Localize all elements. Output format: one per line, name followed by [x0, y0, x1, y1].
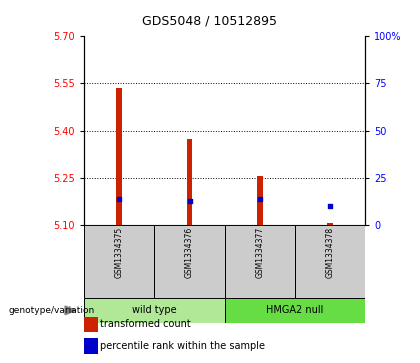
Bar: [257, 176, 262, 225]
Bar: [84, 338, 97, 354]
Text: GSM1334375: GSM1334375: [115, 227, 123, 278]
Polygon shape: [65, 306, 76, 315]
Point: [257, 196, 263, 201]
Bar: [187, 139, 192, 225]
Text: percentile rank within the sample: percentile rank within the sample: [100, 341, 265, 351]
Bar: [84, 317, 97, 332]
Text: GSM1334378: GSM1334378: [326, 227, 335, 278]
Text: HMGA2 null: HMGA2 null: [266, 305, 324, 315]
Text: GDS5048 / 10512895: GDS5048 / 10512895: [142, 15, 278, 28]
Text: GSM1334376: GSM1334376: [185, 227, 194, 278]
Bar: [225, 225, 295, 298]
Text: GSM1334377: GSM1334377: [255, 227, 264, 278]
Bar: [84, 298, 225, 323]
Bar: [295, 225, 365, 298]
Text: transformed count: transformed count: [100, 319, 191, 329]
Bar: [225, 298, 365, 323]
Text: wild type: wild type: [132, 305, 177, 315]
Point: [186, 197, 193, 203]
Text: genotype/variation: genotype/variation: [8, 306, 95, 315]
Bar: [116, 88, 122, 225]
Bar: [155, 225, 225, 298]
Point: [116, 196, 123, 201]
Bar: [328, 224, 333, 225]
Bar: [84, 225, 155, 298]
Point: [327, 203, 333, 209]
